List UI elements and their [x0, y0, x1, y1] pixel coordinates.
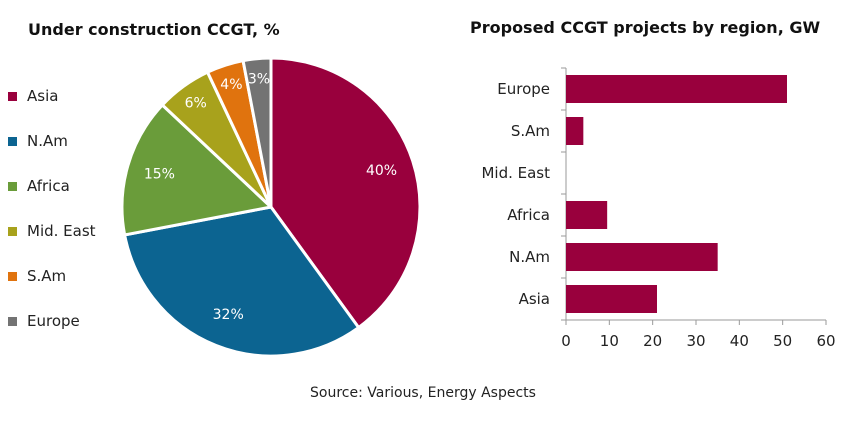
- legend-item-africa: Africa: [8, 176, 70, 196]
- category-label-europe: Europe: [497, 80, 550, 98]
- legend-swatch: [8, 226, 17, 236]
- pie-label-s-am: 4%: [220, 77, 242, 93]
- pie-slice-europe: [241, 56, 273, 209]
- category-label-asia: Asia: [519, 290, 550, 308]
- pie-slice-n-am: [123, 205, 361, 358]
- legend-item-n-am: N.Am: [8, 131, 68, 151]
- legend-swatch: [8, 181, 17, 191]
- bar-europe: [566, 75, 787, 103]
- legend-swatch: [8, 271, 17, 281]
- x-tick-label: 30: [686, 332, 705, 350]
- pie-label-asia: 40%: [366, 163, 397, 179]
- legend-label: Asia: [27, 87, 59, 105]
- category-label-s-am: S.Am: [511, 122, 550, 140]
- bar-s-am: [566, 117, 584, 145]
- pie-label-n-am: 32%: [213, 307, 244, 323]
- legend-label: N.Am: [27, 132, 68, 150]
- source-note: Source: Various, Energy Aspects: [310, 385, 536, 401]
- legend-swatch: [8, 91, 17, 101]
- legend-item-europe: Europe: [8, 311, 80, 331]
- pie-chart-title: Under construction CCGT, %: [28, 20, 280, 39]
- pie-slice-asia: [269, 56, 422, 330]
- pie-label-africa: 15%: [144, 167, 175, 183]
- category-label-africa: Africa: [507, 206, 550, 224]
- legend-item-mid-east: Mid. East: [8, 221, 96, 241]
- pie-label-mid-east: 6%: [185, 95, 207, 111]
- pie-slice-africa: [120, 103, 273, 237]
- x-tick-label: 10: [600, 332, 619, 350]
- legend-label: Mid. East: [27, 222, 96, 240]
- category-label-n-am: N.Am: [509, 248, 550, 266]
- legend-label: Europe: [27, 312, 80, 330]
- legend-swatch: [8, 316, 17, 326]
- x-tick-label: 0: [561, 332, 571, 350]
- legend-item-s-am: S.Am: [8, 266, 66, 286]
- legend-swatch: [8, 136, 17, 146]
- legend-label: S.Am: [27, 267, 67, 285]
- legend-label: Africa: [27, 177, 70, 195]
- bar-africa: [566, 201, 608, 229]
- x-tick-label: 20: [643, 332, 662, 350]
- pie-label-europe: 3%: [248, 71, 270, 87]
- x-tick-label: 60: [816, 332, 835, 350]
- bar-chart-title: Proposed CCGT projects by region, GW: [470, 18, 821, 37]
- category-label-mid-east: Mid. East: [481, 164, 550, 182]
- bar-n-am: [566, 243, 718, 271]
- bar-asia: [566, 285, 657, 313]
- x-tick-label: 40: [730, 332, 749, 350]
- legend-item-asia: Asia: [8, 86, 58, 106]
- x-tick-label: 50: [773, 332, 792, 350]
